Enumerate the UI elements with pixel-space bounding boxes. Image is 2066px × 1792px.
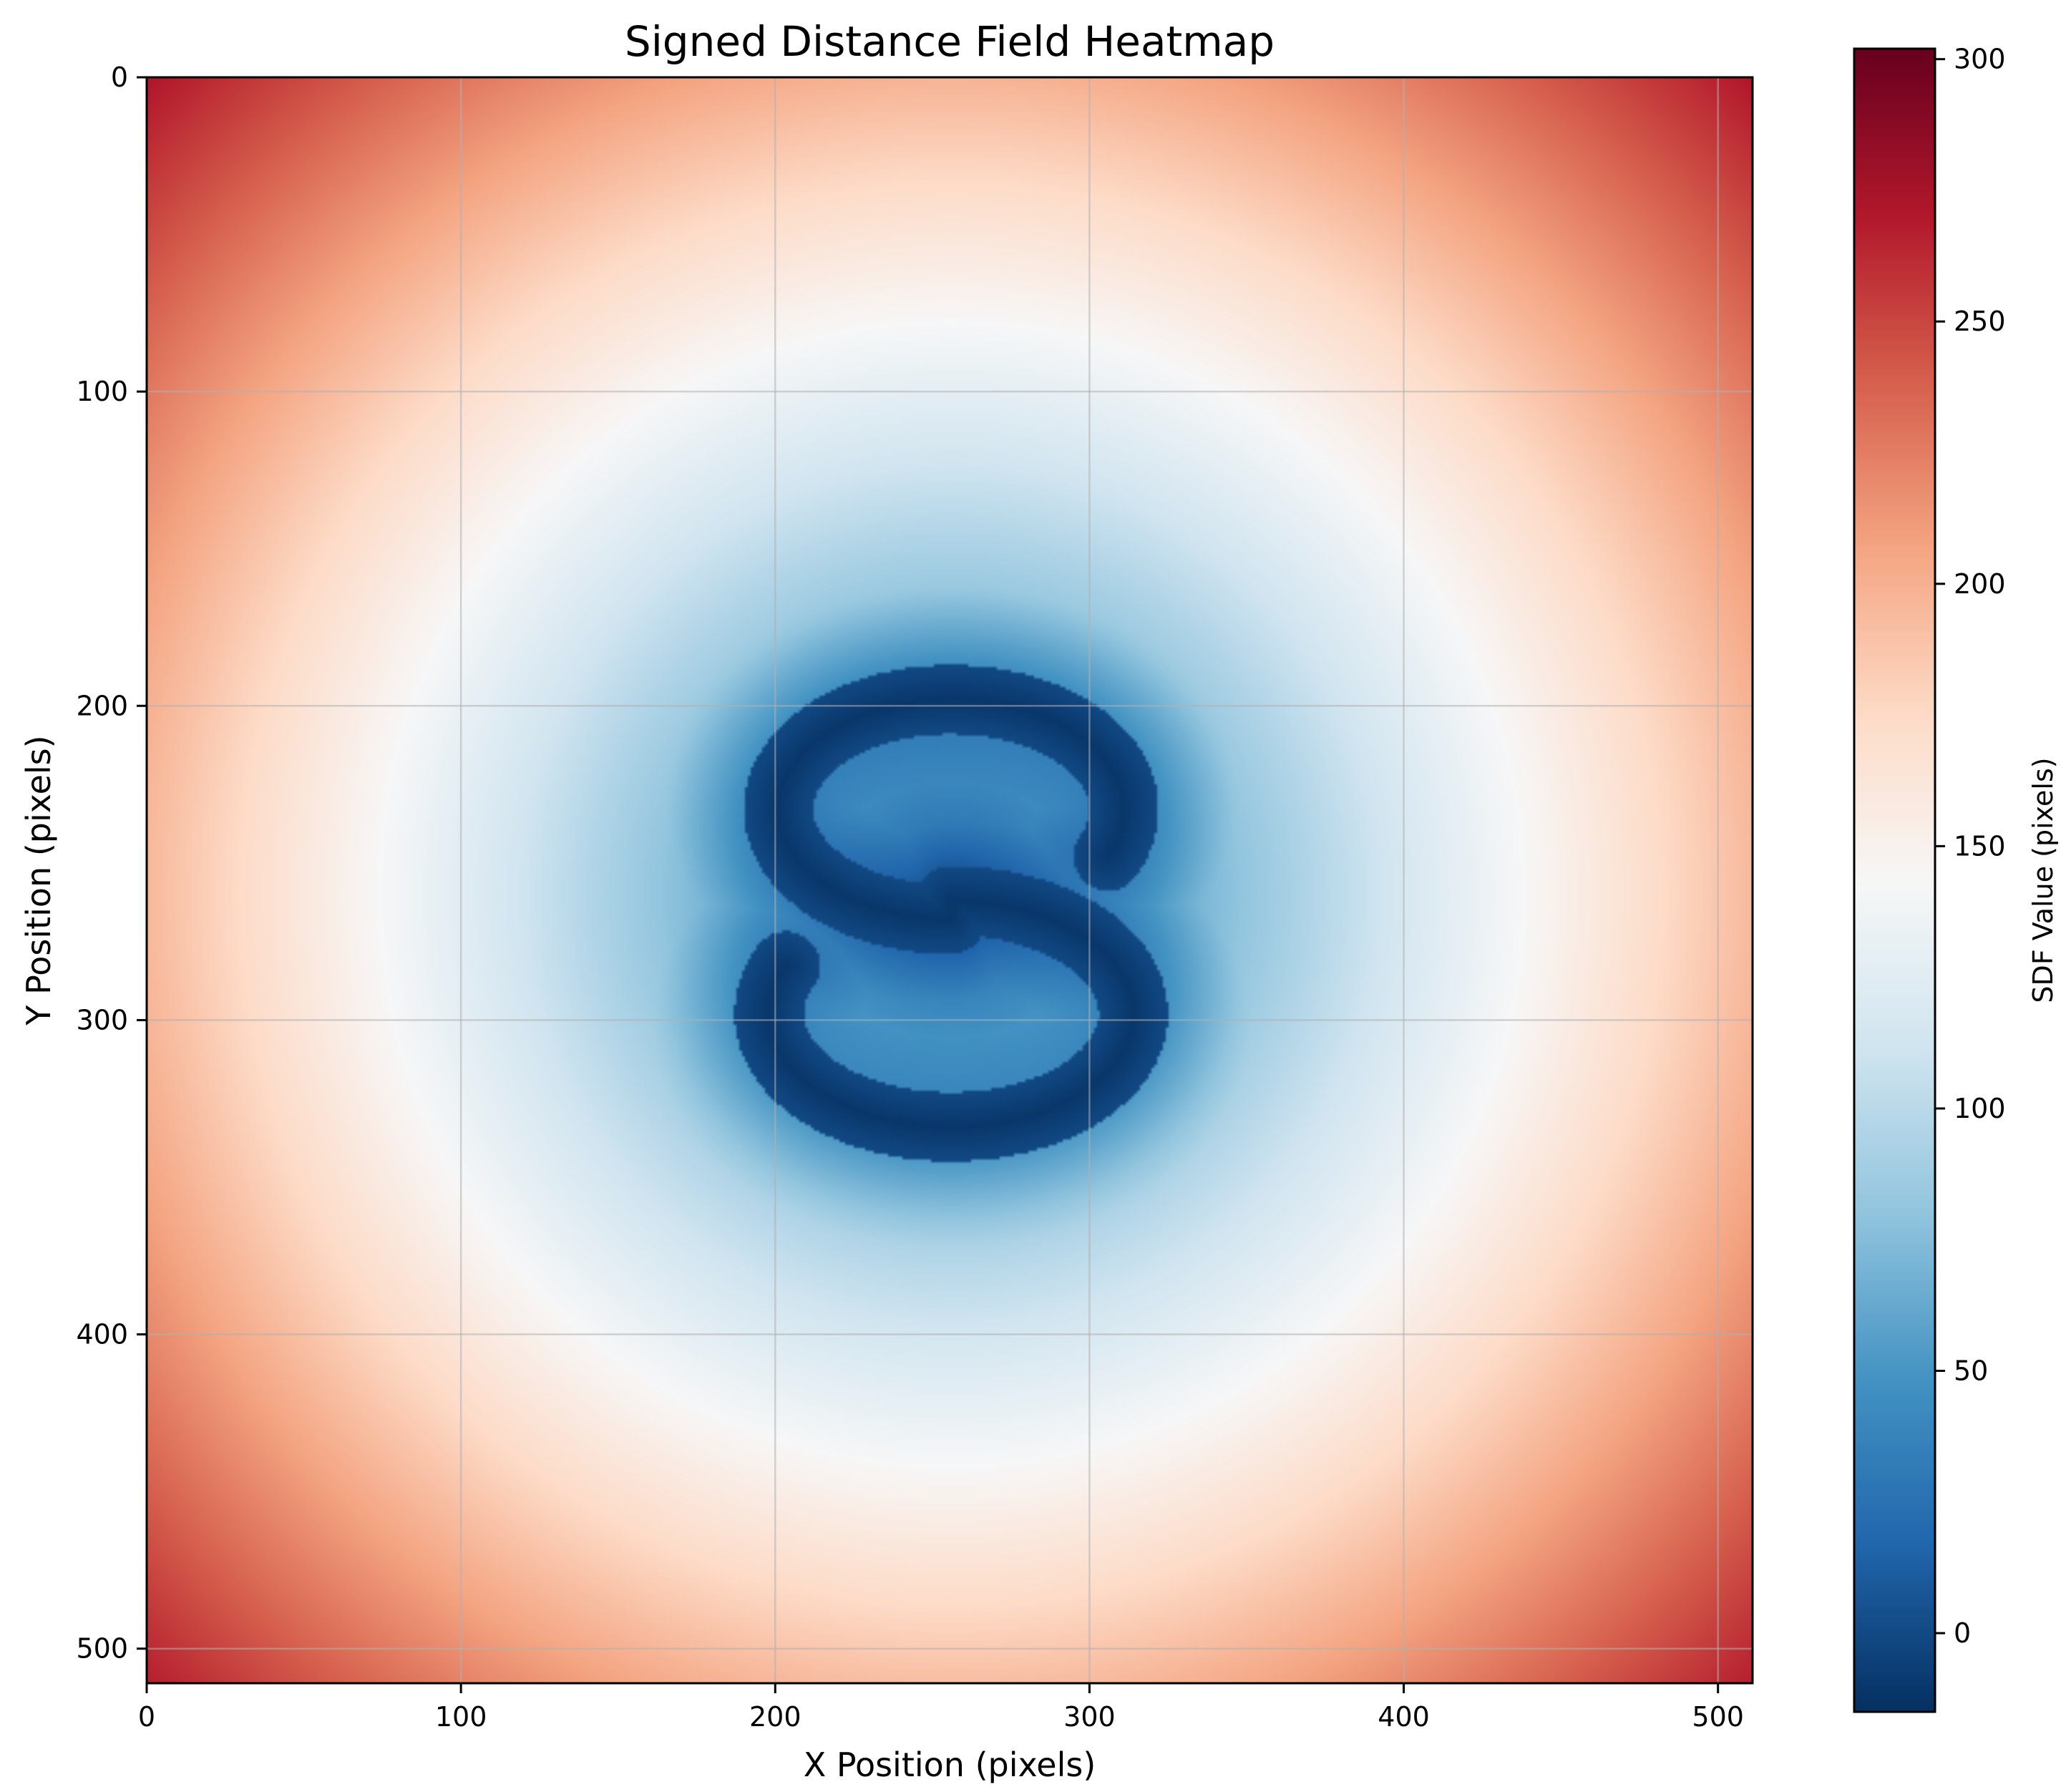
colorbar-tick-label: 100 [1954, 1093, 2006, 1124]
colorbar-tick-label: 300 [1954, 44, 2006, 75]
colorbar-tick-label: 150 [1954, 830, 2006, 862]
y-tick-label: 200 [76, 690, 128, 721]
tick-marks [137, 58, 1945, 1693]
x-tick-label: 300 [1063, 1701, 1116, 1733]
grid-lines [145, 76, 1753, 1683]
x-tick-label: 100 [435, 1701, 487, 1733]
colorbar-frame [1853, 47, 1936, 1713]
x-axis-label: X Position (pixels) [804, 1745, 1096, 1784]
y-tick-label: 0 [111, 62, 128, 93]
x-tick-label: 500 [1692, 1701, 1744, 1733]
plot-frame [145, 76, 1754, 1685]
x-tick-label: 200 [749, 1701, 801, 1733]
colorbar-label: SDF Value (pixels) [2027, 757, 2059, 1003]
y-tick-label: 500 [76, 1633, 128, 1665]
colorbar-tick-label: 200 [1954, 568, 2006, 600]
colorbar-tick-label: 0 [1954, 1617, 1971, 1649]
heatmap-image [147, 77, 1753, 1683]
chart-title: Signed Distance Field Heatmap [625, 17, 1275, 66]
x-tick-label: 0 [138, 1701, 155, 1733]
colorbar-tick-label: 50 [1954, 1355, 1988, 1386]
colorbar-tick-label: 250 [1954, 306, 2006, 337]
x-tick-label: 400 [1378, 1701, 1430, 1733]
y-tick-label: 100 [76, 376, 128, 407]
y-axis-label: Y Position (pixels) [19, 735, 58, 1026]
y-tick-label: 400 [76, 1319, 128, 1350]
colorbar-gradient [1854, 49, 1935, 1712]
y-tick-label: 300 [76, 1004, 128, 1036]
